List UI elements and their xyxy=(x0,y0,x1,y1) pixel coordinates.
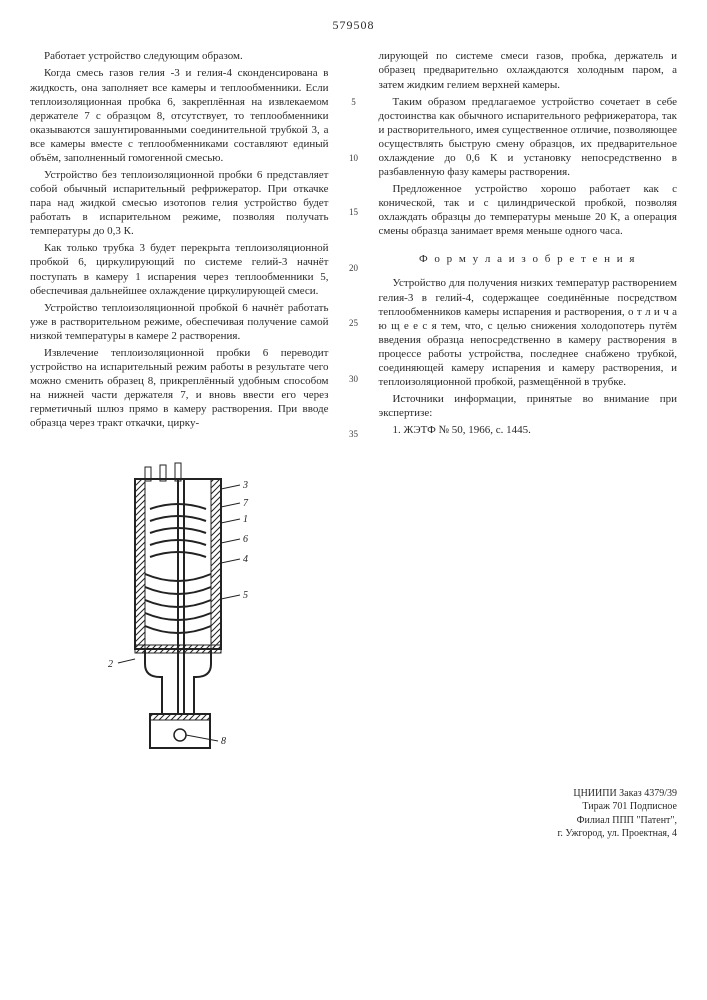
left-column: Работает устройство следующим образом. К… xyxy=(30,49,329,441)
svg-text:2: 2 xyxy=(108,659,113,670)
right-column: лирующей по системе смеси газов, пробка,… xyxy=(379,49,678,441)
svg-text:1: 1 xyxy=(243,514,248,525)
para: Когда смесь газов гелия -3 и гелия-4 ско… xyxy=(30,66,329,165)
footer-line: ЦНИИПИ Заказ 4379/39 xyxy=(30,787,677,801)
line-number: 30 xyxy=(349,374,358,386)
formula-title: Ф о р м у л а и з о б р е т е н и я xyxy=(379,252,678,266)
svg-text:7: 7 xyxy=(243,498,249,509)
para: Устройство без теплоизоляционной пробки … xyxy=(30,168,329,238)
footer: ЦНИИПИ Заказ 4379/39 Тираж 701 Подписное… xyxy=(30,787,677,841)
page: 579508 Работает устройство следующим обр… xyxy=(0,0,707,861)
para: Извлечение теплоизоляционной пробки 6 пе… xyxy=(30,346,329,430)
svg-text:5: 5 xyxy=(243,590,248,601)
document-number: 579508 xyxy=(30,18,677,33)
para: Источники информации, принятые во вниман… xyxy=(379,392,678,420)
svg-text:4: 4 xyxy=(243,554,248,565)
line-number: 5 xyxy=(351,97,356,109)
para: Предложенное устройство хорошо работает … xyxy=(379,182,678,238)
device-diagram-icon: 3 7 1 6 4 5 2 8 xyxy=(90,459,280,759)
svg-text:3: 3 xyxy=(242,480,248,491)
line-number: 15 xyxy=(349,207,358,219)
para: Работает устройство следующим образом. xyxy=(30,49,329,63)
para: 1. ЖЭТФ № 50, 1966, с. 1445. xyxy=(379,423,678,437)
two-column-body: Работает устройство следующим образом. К… xyxy=(30,49,677,441)
para: лирующей по системе смеси газов, пробка,… xyxy=(379,49,678,91)
line-number: 20 xyxy=(349,263,358,275)
para: Устройство для получения низких температ… xyxy=(379,276,678,389)
line-number: 35 xyxy=(349,429,358,441)
line-numbers: 5 10 15 20 25 30 35 xyxy=(347,49,361,441)
footer-line: г. Ужгород, ул. Проектная, 4 xyxy=(30,827,677,841)
line-number: 25 xyxy=(349,318,358,330)
svg-text:8: 8 xyxy=(221,736,226,747)
para: Как только трубка 3 будет перекрыта тепл… xyxy=(30,241,329,297)
para: Устройство теплоизоляционной пробкой 6 н… xyxy=(30,301,329,343)
figure: 3 7 1 6 4 5 2 8 xyxy=(30,459,707,759)
para: Таким образом предлагаемое устройство со… xyxy=(379,95,678,179)
footer-line: Тираж 701 Подписное xyxy=(30,800,677,814)
svg-text:6: 6 xyxy=(243,534,248,545)
footer-line: Филиал ППП "Патент", xyxy=(30,814,677,828)
line-number: 10 xyxy=(349,153,358,165)
